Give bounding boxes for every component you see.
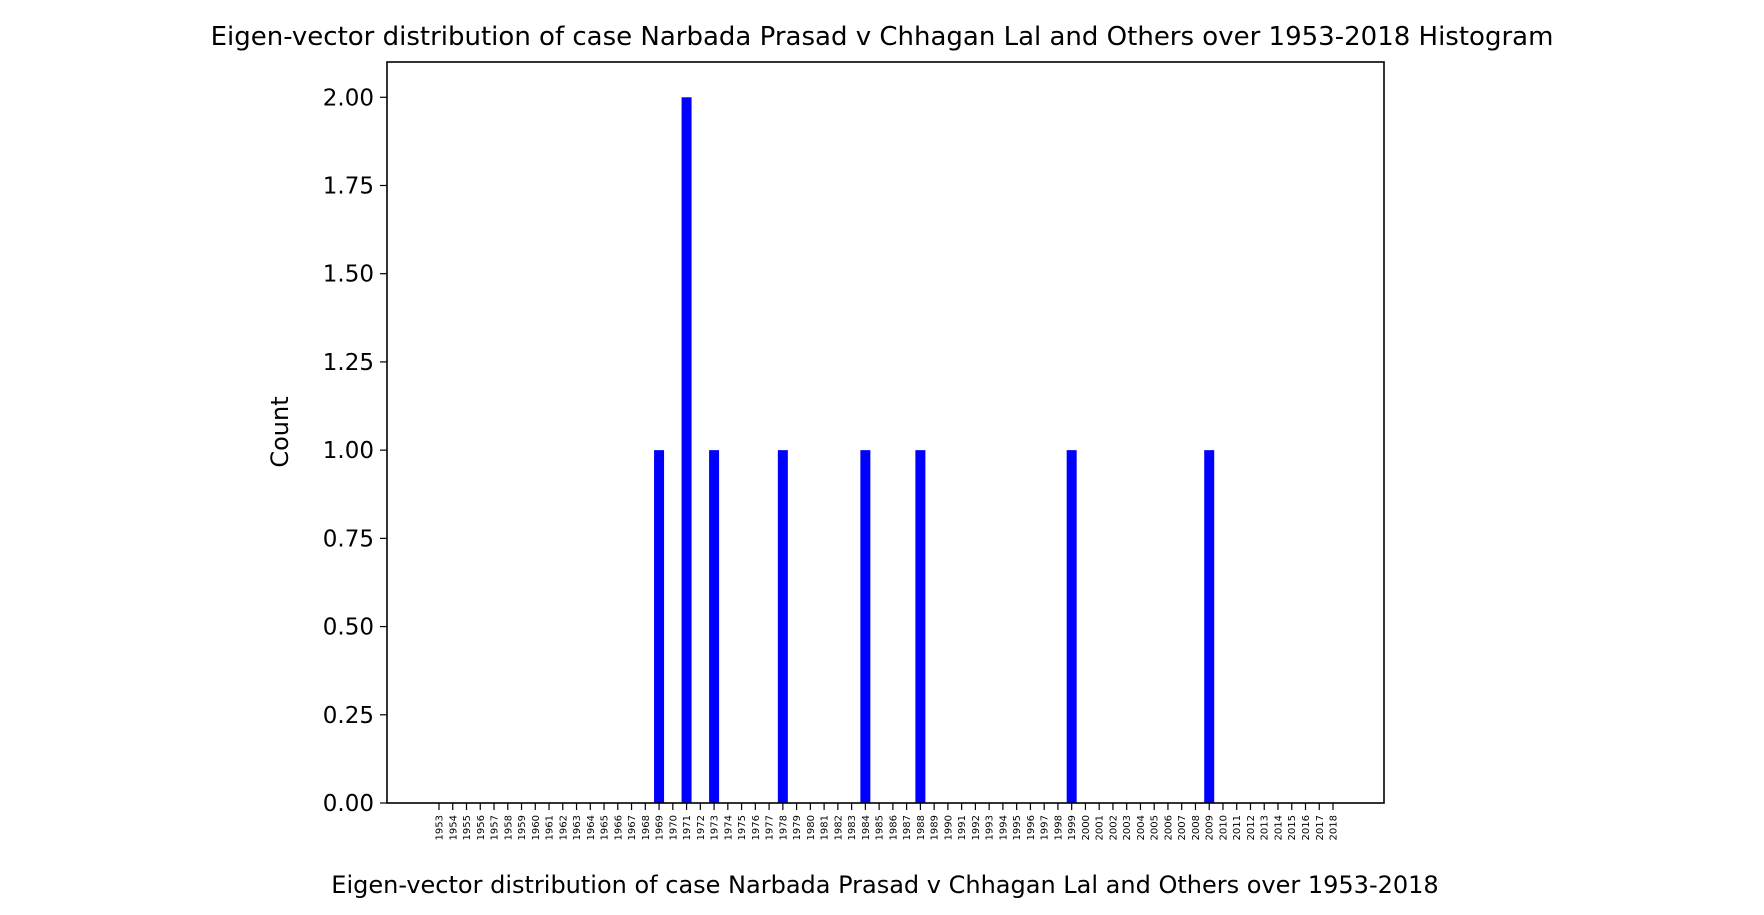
- x-tick-label-1971: 1971: [682, 815, 693, 840]
- x-tick-label-1983: 1983: [847, 815, 858, 840]
- x-tick-label-1998: 1998: [1053, 815, 1064, 840]
- x-tick-label-1979: 1979: [792, 815, 803, 840]
- x-tick-label-1962: 1962: [558, 815, 569, 840]
- bar-1973: [709, 450, 720, 803]
- x-tick-label-2004: 2004: [1136, 815, 1147, 840]
- x-tick-label-1982: 1982: [833, 815, 844, 840]
- x-tick-label-1994: 1994: [998, 815, 1009, 840]
- x-tick-label-1975: 1975: [737, 815, 748, 840]
- x-tick-label-1980: 1980: [806, 815, 817, 840]
- x-tick-label-1989: 1989: [930, 815, 941, 840]
- x-tick-label-2012: 2012: [1246, 815, 1257, 840]
- x-tick-label-1995: 1995: [1012, 815, 1023, 840]
- bar-1988: [915, 450, 926, 803]
- x-tick-label-1967: 1967: [627, 815, 638, 840]
- y-tick-label-0.75: 0.75: [323, 526, 374, 552]
- bar-1969: [654, 450, 665, 803]
- x-tick-label-1972: 1972: [696, 815, 707, 840]
- y-tick-label-1.50: 1.50: [323, 262, 374, 288]
- x-tick-label-1987: 1987: [902, 815, 913, 840]
- chart-title: Eigen-vector distribution of case Narbad…: [211, 22, 1554, 52]
- x-tick-label-1977: 1977: [765, 815, 776, 840]
- y-tick-label-1.75: 1.75: [323, 174, 374, 200]
- x-tick-label-2003: 2003: [1122, 815, 1133, 840]
- x-tick-label-1968: 1968: [641, 815, 652, 840]
- y-tick-label-1.00: 1.00: [323, 438, 374, 464]
- x-tick-label-1955: 1955: [462, 815, 473, 840]
- x-tick-label-1961: 1961: [545, 815, 556, 840]
- x-tick-label-1954: 1954: [448, 815, 459, 840]
- x-tick-label-1991: 1991: [957, 815, 968, 840]
- x-tick-label-2007: 2007: [1177, 815, 1188, 840]
- x-tick-label-1997: 1997: [1040, 815, 1051, 840]
- x-tick-label-1953: 1953: [435, 815, 446, 840]
- x-tick-label-1958: 1958: [503, 815, 514, 840]
- x-tick-label-1963: 1963: [572, 815, 583, 840]
- x-axis-label: Eigen-vector distribution of case Narbad…: [331, 871, 1438, 899]
- bars-group: [654, 97, 1215, 804]
- y-axis-label: Count: [266, 396, 294, 467]
- x-tick-label-2018: 2018: [1329, 815, 1340, 840]
- y-tick-label-0.00: 0.00: [323, 791, 374, 817]
- x-tick-label-2017: 2017: [1315, 815, 1326, 840]
- x-tick-label-1984: 1984: [861, 815, 872, 840]
- x-tick-label-2009: 2009: [1205, 815, 1216, 840]
- x-tick-label-1959: 1959: [517, 815, 528, 840]
- bar-1978: [777, 450, 788, 803]
- plot-frame: [386, 61, 1385, 804]
- x-tick-label-1964: 1964: [586, 815, 597, 840]
- x-axis: 1953 1954 1955 1956 1957 1958 1959 1960 1961 1962…: [435, 803, 1340, 840]
- x-tick-label-1957: 1957: [490, 815, 501, 840]
- x-tick-label-2000: 2000: [1081, 815, 1092, 840]
- y-tick-label-2.00: 2.00: [323, 85, 374, 111]
- x-tick-label-1986: 1986: [888, 815, 899, 840]
- x-tick-label-1974: 1974: [723, 815, 734, 840]
- x-tick-label-1996: 1996: [1026, 815, 1037, 840]
- x-tick-label-1992: 1992: [971, 815, 982, 840]
- x-tick-label-2002: 2002: [1108, 815, 1119, 840]
- x-tick-label-2006: 2006: [1163, 815, 1174, 840]
- x-tick-label-2011: 2011: [1232, 815, 1243, 840]
- x-tick-label-2005: 2005: [1150, 815, 1161, 840]
- x-tick-label-2013: 2013: [1260, 815, 1271, 840]
- x-tick-label-2001: 2001: [1095, 815, 1106, 840]
- x-tick-label-1970: 1970: [668, 815, 679, 840]
- bar-1971: [681, 97, 692, 804]
- x-tick-label-1976: 1976: [751, 815, 762, 840]
- bar-1999: [1066, 450, 1077, 803]
- x-tick-label-1981: 1981: [820, 815, 831, 840]
- y-axis: 0.00 0.25 0.50 0.75 1.00 1.25 1.50 1.75 2.00: [323, 85, 387, 817]
- x-tick-label-1973: 1973: [710, 815, 721, 840]
- x-tick-label-2010: 2010: [1218, 815, 1229, 840]
- x-tick-label-1988: 1988: [916, 815, 927, 840]
- y-tick-label-0.25: 0.25: [323, 703, 374, 729]
- x-tick-label-2008: 2008: [1191, 815, 1202, 840]
- x-tick-label-1978: 1978: [778, 815, 789, 840]
- bar-2009: [1204, 450, 1215, 803]
- x-tick-label-1993: 1993: [985, 815, 996, 840]
- y-tick-label-1.25: 1.25: [323, 350, 374, 376]
- x-tick-label-1965: 1965: [600, 815, 611, 840]
- x-tick-label-2016: 2016: [1301, 815, 1312, 840]
- x-tick-label-1960: 1960: [531, 815, 542, 840]
- x-tick-label-1990: 1990: [943, 815, 954, 840]
- bar-1984: [860, 450, 871, 803]
- x-tick-label-1966: 1966: [613, 815, 624, 840]
- y-tick-label-0.50: 0.50: [323, 615, 374, 641]
- x-tick-label-1956: 1956: [476, 815, 487, 840]
- x-tick-label-1969: 1969: [655, 815, 666, 840]
- x-tick-label-1999: 1999: [1067, 815, 1078, 840]
- x-tick-label-2014: 2014: [1273, 815, 1284, 840]
- x-tick-label-1985: 1985: [875, 815, 886, 840]
- x-tick-label-2015: 2015: [1287, 815, 1298, 840]
